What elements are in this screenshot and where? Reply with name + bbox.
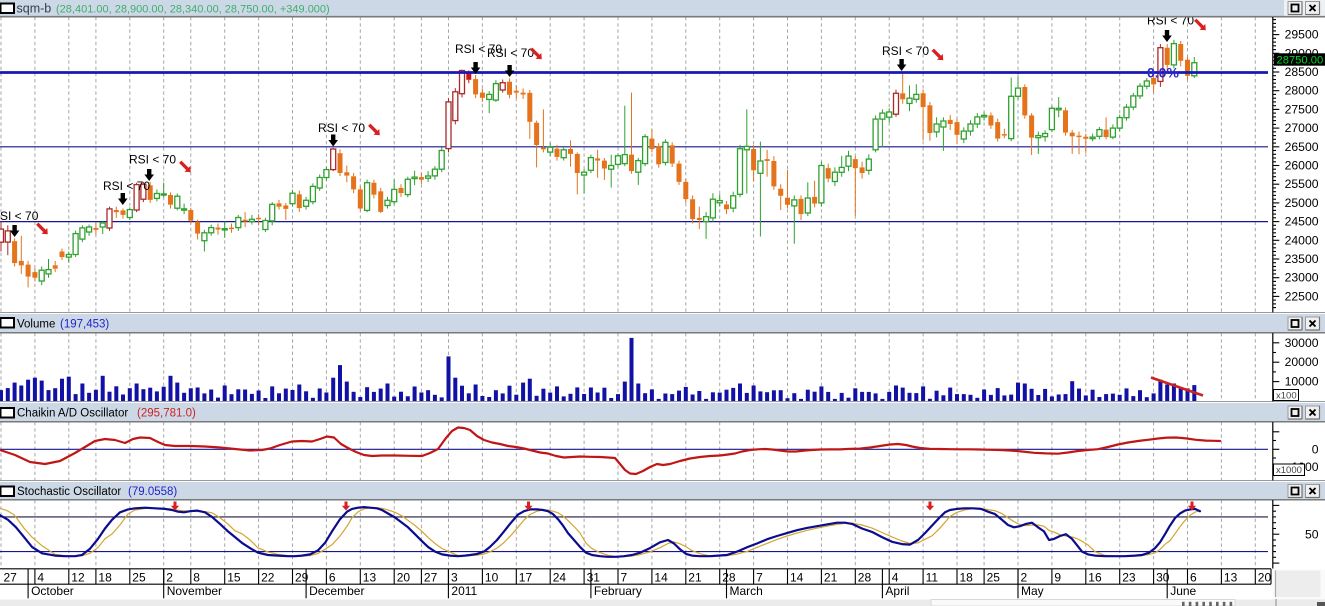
- svg-text:27000: 27000: [1285, 121, 1319, 135]
- svg-text:11: 11: [926, 570, 939, 584]
- svg-text:13: 13: [363, 570, 377, 584]
- svg-text:0: 0: [1312, 442, 1319, 456]
- svg-text:7: 7: [756, 570, 763, 584]
- svg-text:22: 22: [261, 570, 275, 584]
- svg-text:27: 27: [4, 570, 18, 584]
- svg-text:31: 31: [587, 570, 601, 584]
- svg-text:26000: 26000: [1285, 159, 1319, 173]
- svg-text:25500: 25500: [1285, 177, 1319, 191]
- svg-text:RSI < 70: RSI < 70: [318, 121, 365, 135]
- svg-text:December: December: [309, 584, 364, 598]
- svg-text:14: 14: [790, 570, 804, 584]
- svg-text:14: 14: [654, 570, 668, 584]
- svg-text:24: 24: [553, 570, 567, 584]
- svg-text:RSI < 70: RSI < 70: [882, 44, 929, 58]
- svg-text:20: 20: [1258, 570, 1272, 584]
- svg-text:24000: 24000: [1285, 233, 1319, 247]
- svg-text:24500: 24500: [1285, 215, 1319, 229]
- svg-text:13: 13: [1224, 570, 1238, 584]
- svg-text:3: 3: [451, 570, 458, 584]
- svg-text:(28,401.00, 28,900.00, 28,340.: (28,401.00, 28,900.00, 28,340.00, 28,750…: [56, 4, 330, 16]
- svg-text:23: 23: [1122, 570, 1136, 584]
- svg-text:22500: 22500: [1285, 289, 1319, 303]
- svg-text:25: 25: [987, 570, 1001, 584]
- svg-text:28500: 28500: [1285, 65, 1319, 79]
- svg-text:12: 12: [71, 570, 85, 584]
- svg-text:(197,453): (197,453): [60, 319, 109, 331]
- svg-text:(79.0558): (79.0558): [128, 486, 177, 498]
- svg-text:25: 25: [132, 570, 146, 584]
- svg-text:28000: 28000: [1285, 84, 1319, 98]
- svg-text:0.0%: 0.0%: [1147, 65, 1179, 81]
- svg-text:RSI < 70: RSI < 70: [487, 46, 534, 60]
- svg-text:November: November: [167, 584, 222, 598]
- svg-text:x1000: x1000: [1276, 465, 1302, 476]
- svg-text:30000: 30000: [1285, 336, 1319, 350]
- svg-text:Volume: Volume: [17, 319, 55, 331]
- svg-text:8: 8: [193, 570, 200, 584]
- svg-text:28: 28: [722, 570, 736, 584]
- svg-text:23000: 23000: [1285, 271, 1319, 285]
- svg-text:21: 21: [688, 570, 702, 584]
- svg-text:18: 18: [960, 570, 974, 584]
- svg-text:9: 9: [1054, 570, 1061, 584]
- svg-text:x100: x100: [1276, 390, 1297, 401]
- svg-text:10000: 10000: [1285, 375, 1319, 389]
- svg-text:28750.00: 28750.00: [1277, 54, 1324, 66]
- svg-text:(295,781.0): (295,781.0): [137, 408, 196, 420]
- svg-text:October: October: [31, 584, 74, 598]
- svg-text:SI < 70: SI < 70: [0, 209, 39, 223]
- svg-text:16: 16: [1088, 570, 1102, 584]
- svg-text:RSI < 70: RSI < 70: [455, 42, 502, 56]
- svg-text:17: 17: [519, 570, 533, 584]
- svg-text:10: 10: [485, 570, 499, 584]
- svg-text:2011: 2011: [451, 584, 477, 598]
- svg-text:sqm-b: sqm-b: [17, 2, 52, 16]
- svg-text:6: 6: [1190, 570, 1197, 584]
- svg-text:4: 4: [892, 570, 899, 584]
- svg-text:May: May: [1021, 584, 1044, 598]
- svg-text:7: 7: [621, 570, 628, 584]
- svg-text:6: 6: [329, 570, 336, 584]
- svg-text:4: 4: [37, 570, 44, 584]
- svg-text:Stochastic Oscillator: Stochastic Oscillator: [17, 486, 121, 498]
- svg-text:April: April: [885, 584, 909, 598]
- svg-text:23500: 23500: [1285, 252, 1319, 266]
- svg-text:RSI < 70: RSI < 70: [103, 179, 150, 193]
- svg-text:29: 29: [295, 570, 309, 584]
- svg-text:2: 2: [1021, 570, 1028, 584]
- svg-text:25000: 25000: [1285, 196, 1319, 210]
- svg-text:June: June: [1170, 584, 1196, 598]
- svg-text:18: 18: [98, 570, 112, 584]
- svg-text:30: 30: [1156, 570, 1170, 584]
- svg-text:Chaikin A/D Oscillator: Chaikin A/D Oscillator: [17, 408, 128, 420]
- svg-text:RSI < 70: RSI < 70: [129, 153, 176, 167]
- svg-text:28: 28: [858, 570, 872, 584]
- svg-text:27500: 27500: [1285, 102, 1319, 116]
- svg-text:20000: 20000: [1285, 355, 1319, 369]
- svg-text:15: 15: [227, 570, 241, 584]
- svg-text:21: 21: [824, 570, 838, 584]
- svg-text:29500: 29500: [1285, 28, 1319, 42]
- svg-text:2: 2: [166, 570, 173, 584]
- svg-text:27: 27: [424, 570, 438, 584]
- svg-text:50: 50: [1305, 527, 1319, 541]
- svg-text:26500: 26500: [1285, 140, 1319, 154]
- svg-text:20: 20: [397, 570, 411, 584]
- svg-text:March: March: [730, 584, 763, 598]
- svg-text:February: February: [594, 584, 642, 598]
